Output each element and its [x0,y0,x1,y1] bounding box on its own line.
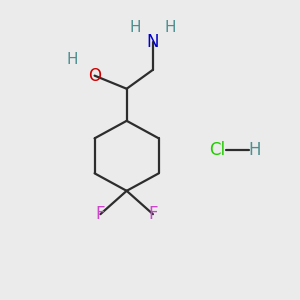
Text: H: H [165,20,176,35]
Text: H: H [67,52,79,67]
Text: N: N [147,33,159,51]
Text: H: H [130,20,141,35]
Text: H: H [249,141,261,159]
Text: F: F [96,205,105,223]
Text: O: O [88,67,101,85]
Text: F: F [148,205,158,223]
Text: Cl: Cl [209,141,225,159]
